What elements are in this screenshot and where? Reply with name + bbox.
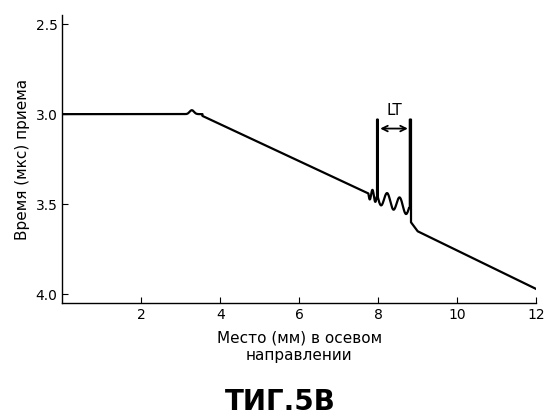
Text: ΤИГ.5В: ΤИГ.5В [225, 388, 335, 416]
X-axis label: Место (мм) в осевом
направлении: Место (мм) в осевом направлении [217, 331, 382, 363]
Y-axis label: Время (мкс) приема: Время (мкс) приема [15, 79, 30, 240]
Text: LT: LT [386, 103, 402, 118]
